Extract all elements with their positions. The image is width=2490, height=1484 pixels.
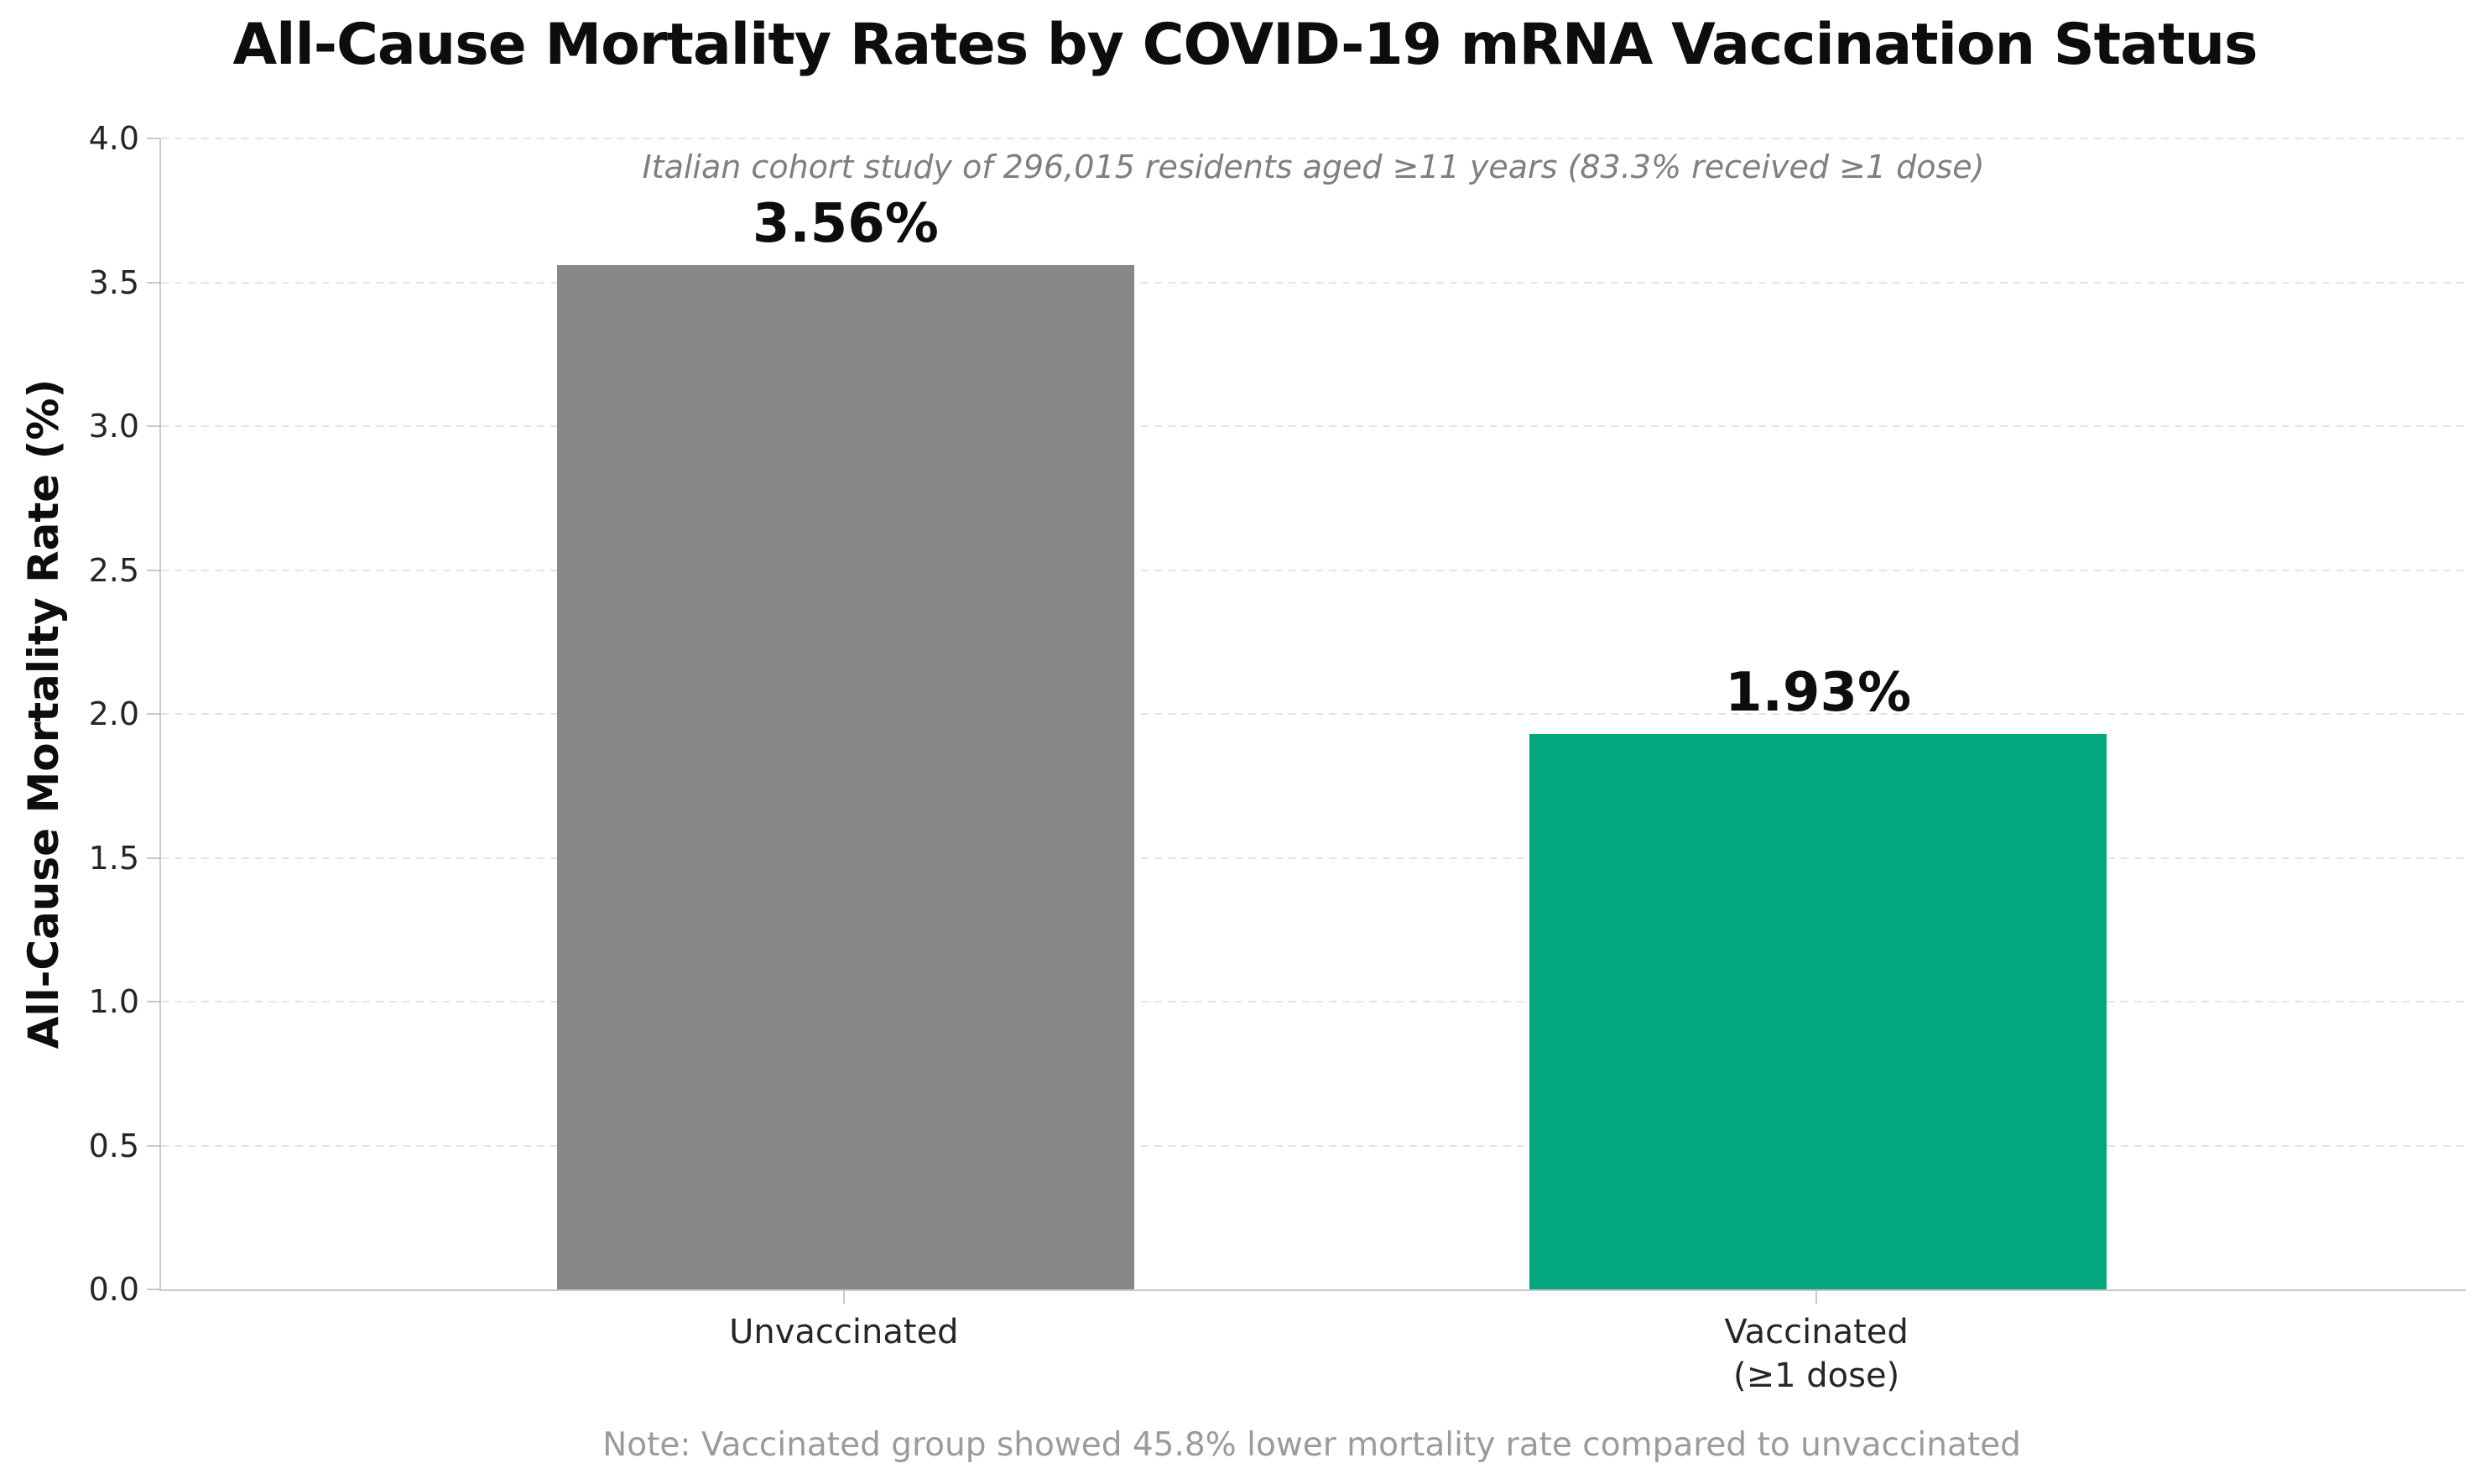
y-tick-label-4.0: 4.0 [88, 120, 139, 157]
y-tick-mark-4.0 [147, 138, 159, 139]
gridline-y-2.0 [161, 713, 2466, 715]
bar-value-label: 1.93% [1725, 662, 1912, 725]
plot-area: Italian cohort study of 296,015 resident… [159, 138, 2466, 1291]
x-tick-label-vaccinated: Vaccinated (≥1 dose) [1724, 1313, 1909, 1395]
gridline-y-3.0 [161, 425, 2466, 427]
bar-unvaccinated: 3.56% [556, 193, 1134, 1289]
y-tick-mark-2.0 [147, 713, 159, 715]
y-tick-label-3.5: 3.5 [88, 263, 139, 301]
gridline-y-3.5 [161, 281, 2466, 284]
y-tick-mark-1.0 [147, 1001, 159, 1002]
gridline-y-1.5 [161, 857, 2466, 859]
x-tick-mark [842, 1291, 845, 1304]
y-tick-label-1.0: 1.0 [88, 983, 139, 1020]
y-tick-label-2.0: 2.0 [88, 695, 139, 732]
y-tick-mark-0.5 [147, 1144, 159, 1147]
y-tick-label-1.5: 1.5 [88, 839, 139, 877]
y-tick-label-2.5: 2.5 [88, 551, 139, 589]
y-tick-label-0.0: 0.0 [88, 1271, 139, 1308]
y-tick-mark-3.0 [147, 425, 159, 427]
y-tick-label-3.0: 3.0 [88, 408, 139, 445]
footnote: Note: Vaccinated group showed 45.8% lowe… [602, 1426, 2021, 1464]
chart-subtitle: Italian cohort study of 296,015 resident… [642, 148, 1985, 185]
x-tick-label-unvaccinated: Unvaccinated [729, 1313, 959, 1351]
gridline-y-1.0 [161, 1001, 2466, 1002]
y-tick-label-0.5: 0.5 [88, 1127, 139, 1164]
y-tick-mark-1.5 [147, 857, 159, 859]
x-tick-mark [1815, 1291, 1818, 1304]
gridline-y-4.0 [161, 138, 2466, 139]
gridline-y-0.5 [161, 1144, 2466, 1147]
y-tick-mark-2.5 [147, 569, 159, 571]
gridline-y-2.5 [161, 569, 2466, 571]
bar-vaccinated: 1.93% [1529, 662, 2107, 1289]
y-tick-mark-3.5 [147, 281, 159, 284]
chart-title: All-Cause Mortality Rates by COVID-19 mR… [232, 12, 2258, 78]
bar-value-label: 3.56% [752, 192, 939, 255]
y-tick-mark-0.0 [147, 1289, 159, 1290]
